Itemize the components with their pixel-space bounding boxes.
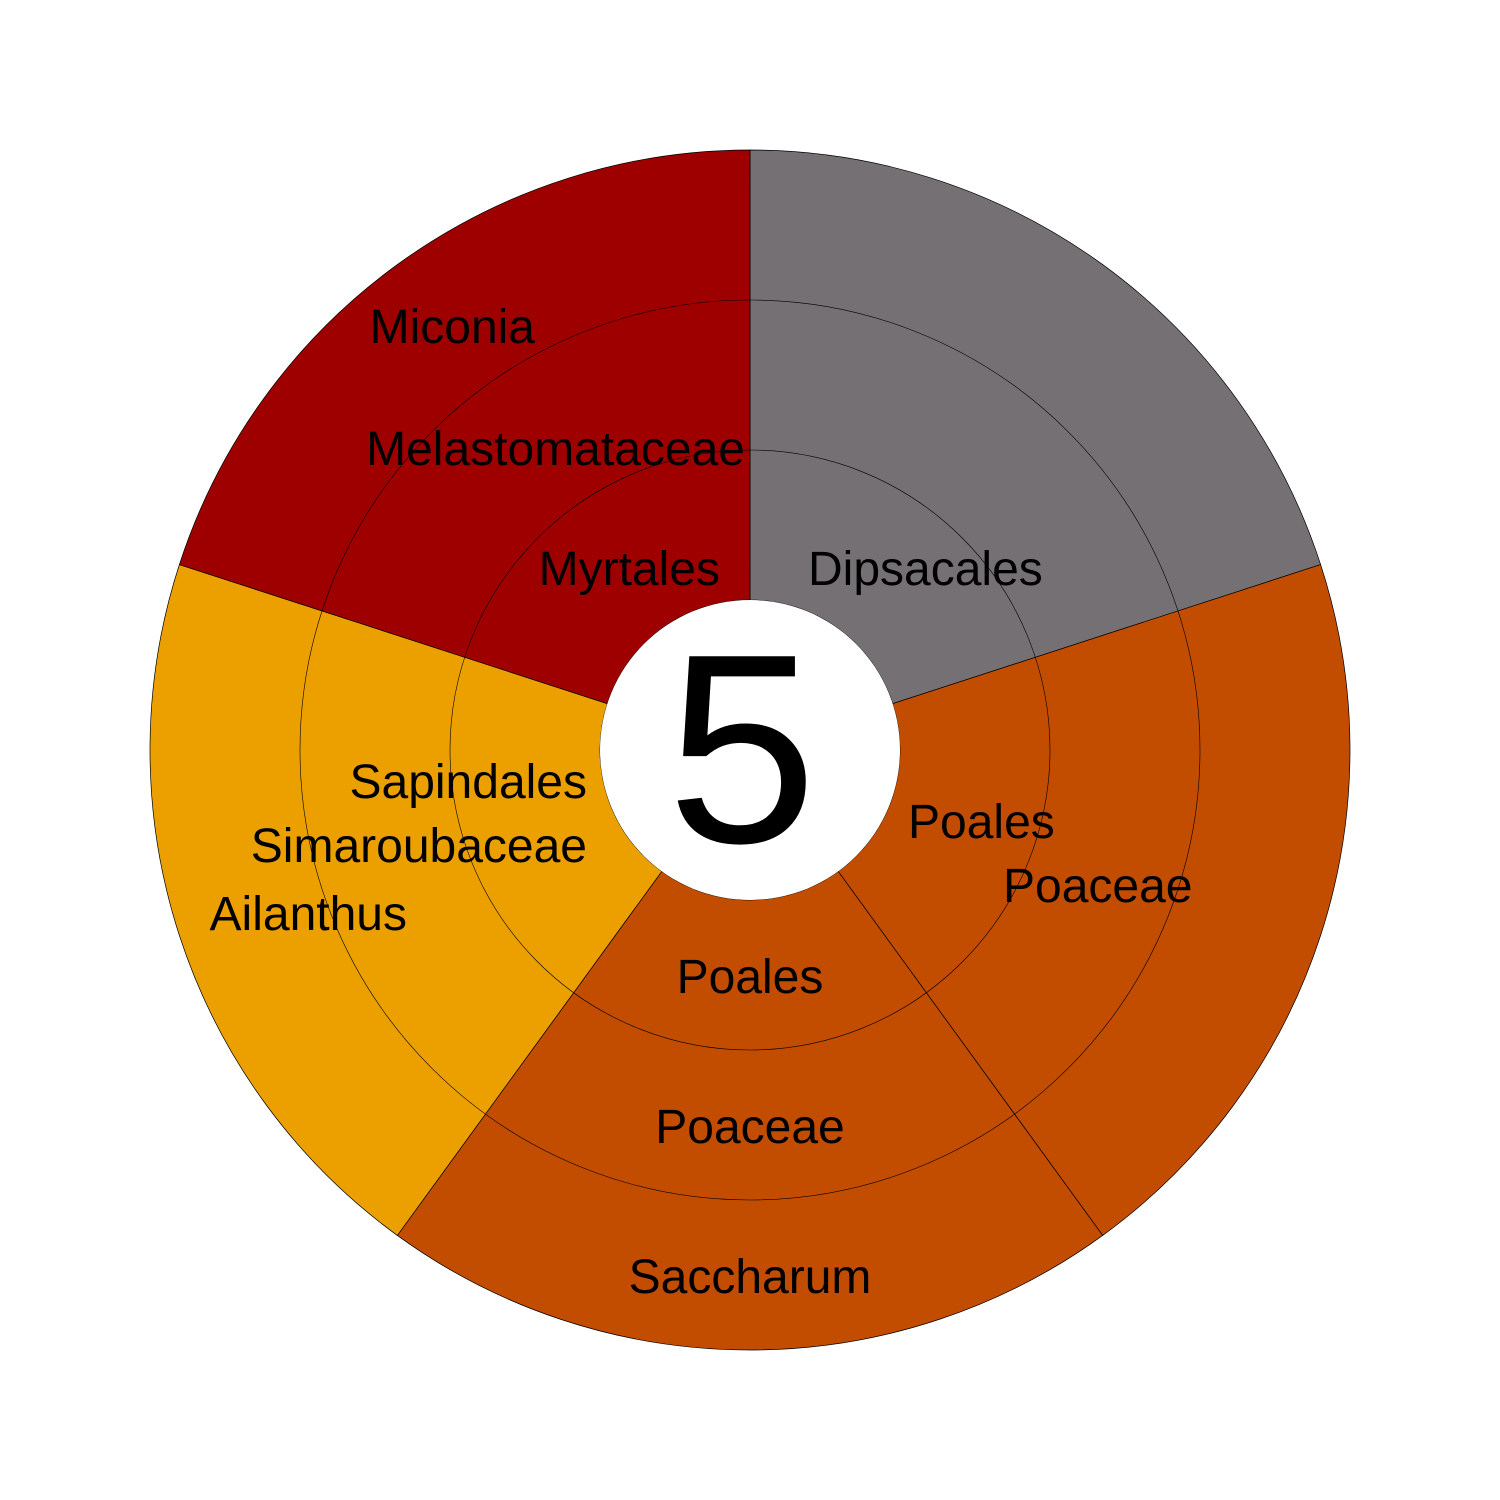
order-label-dipsacales: Dipsacales — [808, 543, 1043, 596]
ring-boundary-1 — [449, 449, 1051, 1051]
genus-label-ailanthus: Ailanthus — [210, 888, 407, 941]
labels-layer: Dipsacales Poales Poaceae Poales Poaceae Sacc… — [210, 301, 1193, 1304]
ring-lines-layer — [299, 299, 1201, 1201]
ring-boundary-2 — [299, 299, 1201, 1201]
genus-label-miconia: Miconia — [370, 301, 536, 354]
order-label-sapindales: Sapindales — [349, 756, 587, 809]
family-label-poaceae: Poaceae — [1003, 860, 1193, 913]
center-hole — [600, 600, 900, 900]
wedges-layer — [149, 149, 1351, 1351]
family-label-melastomataceae: Melastomataceae — [366, 423, 745, 476]
order-label-poales: Poales — [908, 796, 1055, 849]
order-label-myrtales: Myrtales — [539, 543, 720, 596]
order-label-poales: Poales — [677, 951, 824, 1004]
family-label-poaceae: Poaceae — [655, 1101, 845, 1154]
genus-label-saccharum: Saccharum — [629, 1251, 872, 1304]
center-label: 5 — [667, 599, 817, 900]
family-label-simaroubaceae: Simaroubaceae — [251, 820, 587, 873]
